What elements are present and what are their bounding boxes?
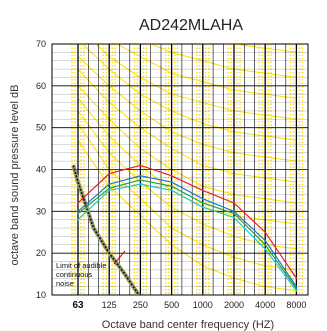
series-line — [77, 175, 297, 287]
series-point — [264, 239, 267, 242]
x-tick-label: 250 — [133, 300, 148, 310]
series-point — [201, 189, 204, 192]
series-point — [201, 202, 204, 204]
series-point — [170, 174, 173, 177]
y-tick-label: 70 — [36, 39, 46, 49]
y-axis-label: octave band sound pressure level dB — [9, 84, 21, 265]
x-tick-label: 1000 — [193, 300, 213, 310]
nc-curve — [77, 56, 297, 162]
nc-curve — [230, 44, 297, 53]
annotation-arrow — [113, 250, 126, 265]
x-tick-label: 63 — [72, 300, 84, 311]
series-point — [77, 210, 79, 213]
y-tick-label: 60 — [36, 81, 46, 91]
y-tick-label: 30 — [36, 206, 46, 216]
audible-limit-label-line: Limit of audible — [56, 261, 106, 270]
series-point — [108, 187, 111, 190]
series-line — [77, 164, 297, 279]
x-tick-label: 500 — [164, 300, 179, 310]
series-point — [233, 212, 235, 215]
series-point — [201, 197, 204, 200]
audible-limit-label-line: noise — [56, 279, 74, 288]
series-point — [264, 248, 267, 250]
series-point — [295, 287, 298, 290]
nc-curve — [77, 68, 297, 183]
series-point — [77, 212, 79, 215]
x-tick-label: 8000 — [286, 300, 306, 310]
series-point — [264, 243, 267, 246]
series-point — [108, 183, 111, 186]
x-axis-label: Octave band center frequency (HZ) — [102, 319, 274, 331]
y-tick-label: 20 — [36, 248, 46, 258]
series-point — [139, 183, 142, 186]
nc-curve — [95, 44, 297, 120]
audible-limit-label: Limit of audible continuous noise — [56, 261, 106, 288]
nc-curve — [81, 44, 297, 141]
x-tick-label: 4000 — [255, 300, 275, 310]
series-point — [139, 174, 142, 177]
y-tick-label: 10 — [36, 290, 46, 300]
chart-title: AD242MLAHA — [139, 17, 243, 34]
series-point — [295, 277, 298, 280]
nc-curve — [149, 44, 297, 78]
audible-limit-line — [72, 165, 140, 295]
series-point — [233, 210, 235, 213]
series-line — [77, 183, 297, 292]
series-point — [295, 289, 298, 292]
y-tick-label: 50 — [36, 123, 46, 133]
audible-limit — [71, 164, 141, 295]
y-tick-label: 40 — [36, 165, 46, 175]
series-point — [201, 206, 204, 209]
x-tick-label: 125 — [102, 300, 117, 310]
series-point — [264, 231, 267, 234]
x-tick-label: 2000 — [224, 300, 244, 310]
series-point — [233, 216, 235, 219]
nc-curve — [77, 139, 297, 292]
series-point — [170, 189, 173, 192]
series-point — [170, 181, 173, 183]
series-point — [139, 179, 142, 181]
series-line — [77, 179, 297, 290]
series-point — [108, 189, 111, 192]
series-point — [139, 164, 142, 167]
series-point — [170, 185, 173, 188]
series-point — [233, 202, 235, 204]
series-point — [77, 202, 79, 204]
series-point — [108, 172, 111, 175]
audible-limit-label-line: continuous — [56, 270, 93, 279]
series-point — [77, 218, 79, 221]
plot-area: Limit of audible continuous noise 10 20 30 40 5… — [36, 39, 309, 311]
